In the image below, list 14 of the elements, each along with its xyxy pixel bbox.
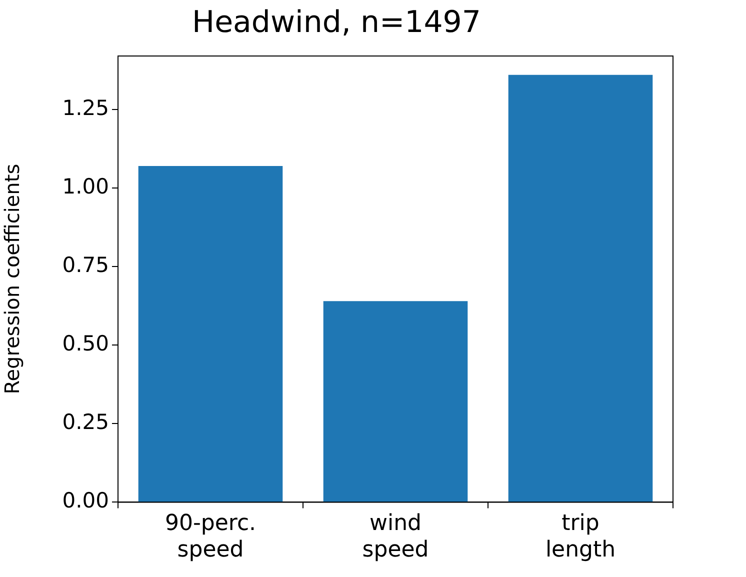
bar (323, 301, 468, 502)
x-tick-label: 90-perc. speed (164, 511, 256, 563)
bar (138, 166, 283, 502)
y-tick-label: 0.50 (62, 332, 109, 356)
x-tick-label: trip length (545, 511, 616, 563)
y-tick-label: 1.00 (62, 174, 109, 198)
y-tick-label: 0.25 (62, 410, 109, 434)
bar (508, 74, 653, 502)
chart-title: Headwind, n=1497 (192, 4, 481, 40)
x-tick-label: wind speed (362, 511, 429, 563)
y-tick-label: 0.75 (62, 252, 109, 277)
y-axis-title: Regression coefficients (0, 164, 24, 394)
y-tick-label: 1.25 (62, 96, 109, 120)
y-tick-label: 0.00 (62, 488, 109, 513)
